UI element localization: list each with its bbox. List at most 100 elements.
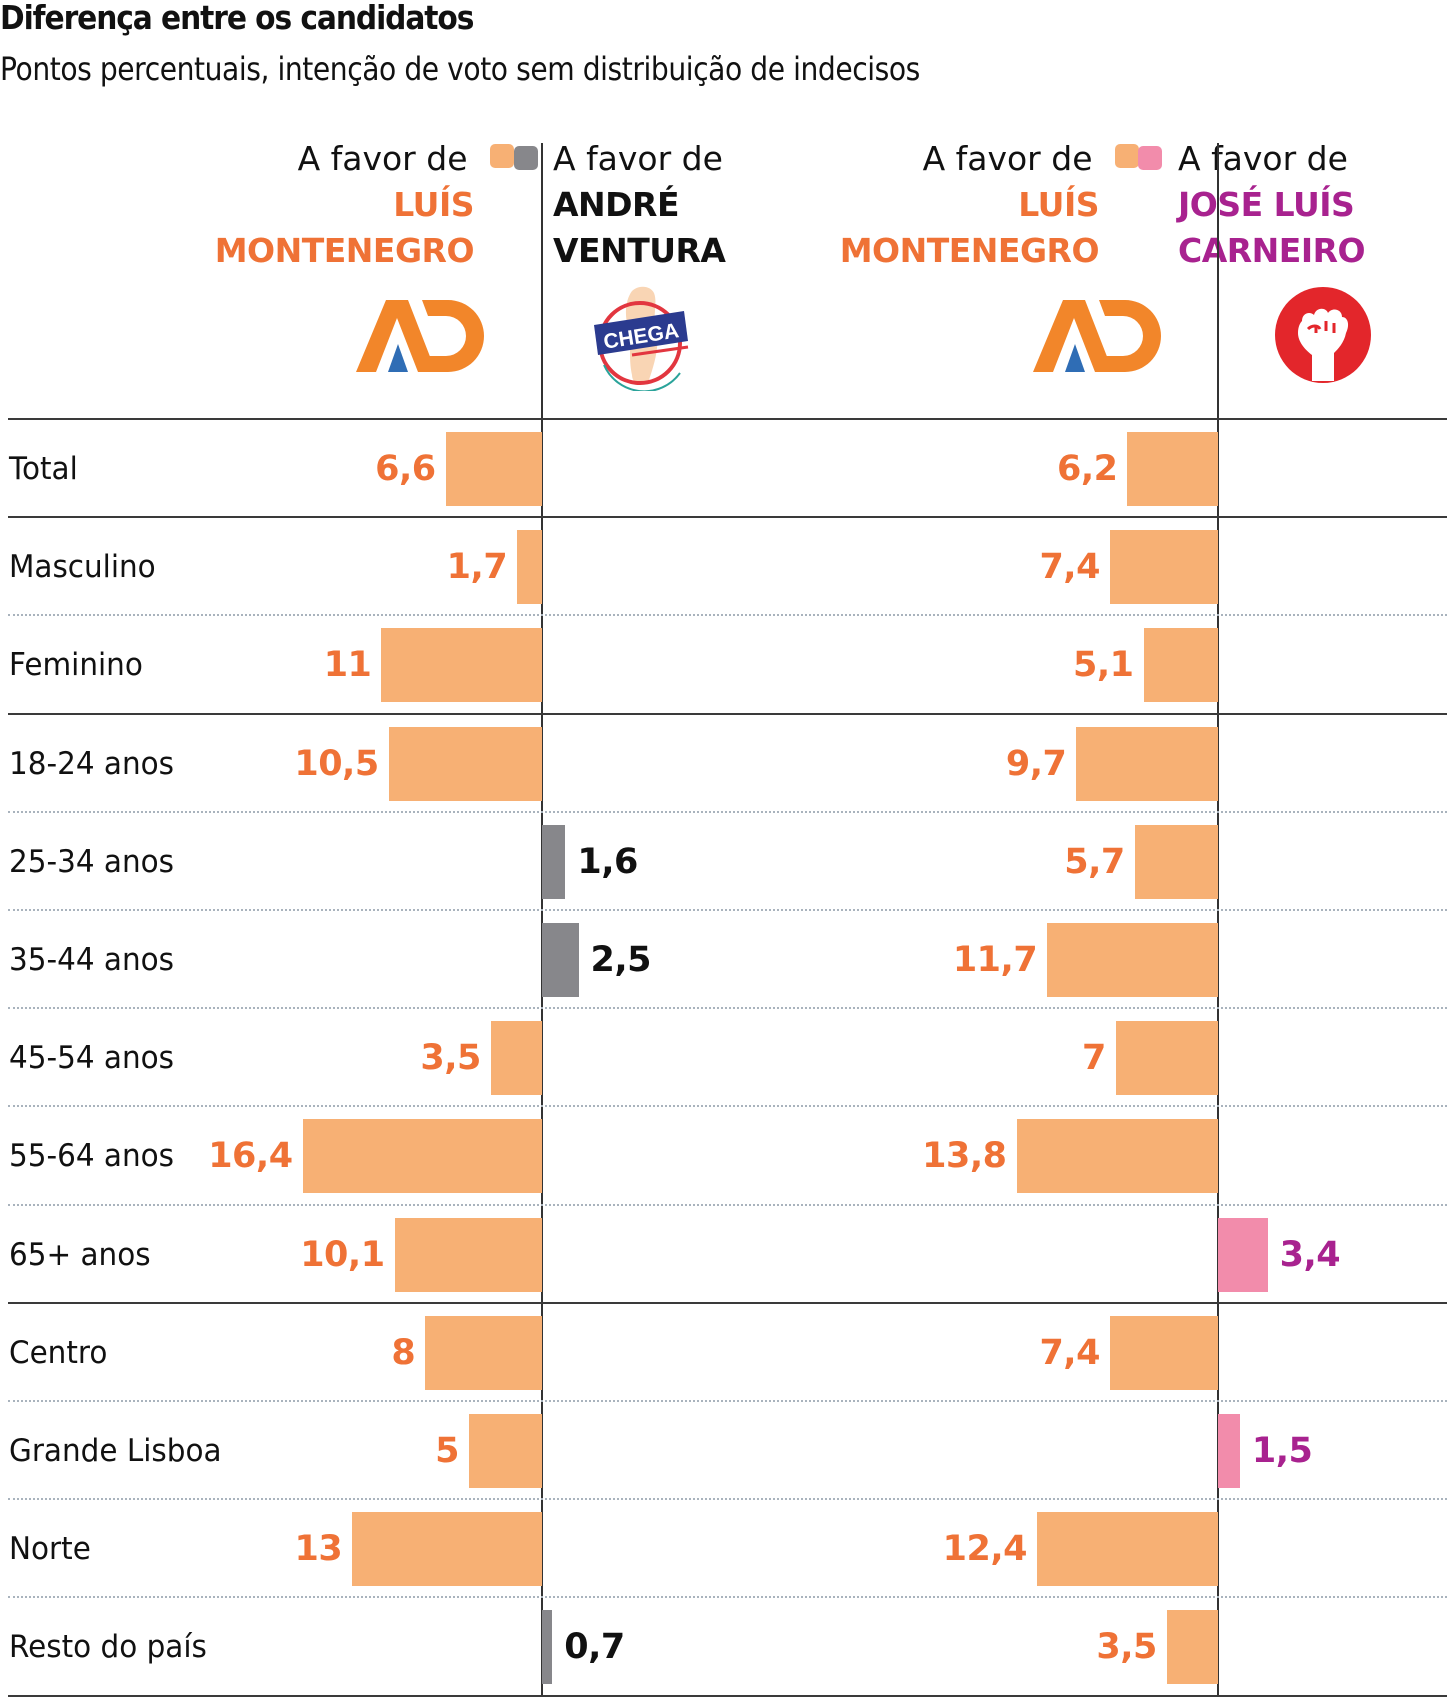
value-label-montenegro: 3,5 [1096,1627,1157,1668]
ad-logo-icon [356,300,484,372]
value-label-montenegro: 11 [323,645,372,686]
value-label-montenegro: 13 [294,1529,343,1570]
row-label: Feminino [9,647,143,684]
value-label-montenegro: 9,7 [1005,743,1067,784]
chart-subtitle: Pontos percentuais, intenção de voto sem… [0,50,920,88]
candidate-last-name: MONTENEGRO [214,231,475,270]
chega-logo-icon: CHEGA [594,286,689,391]
row-divider [8,810,1447,813]
legend-swatch-ventura [514,146,538,170]
row-label: Centro [9,1334,108,1371]
axis-zero-line-panel-1 [541,143,543,1697]
value-label-montenegro: 5 [435,1431,459,1471]
legend-swatch-montenegro [1115,144,1139,168]
legend-swatch-carneiro [1138,146,1162,170]
row-label: Masculino [9,549,156,586]
value-label-montenegro: 16,4 [208,1136,293,1177]
bar-montenegro [352,1512,542,1587]
bar-montenegro [1016,1119,1218,1194]
bar-montenegro [425,1315,542,1390]
value-label-carneiro: 3,4 [1279,1234,1341,1275]
bar-montenegro [1134,824,1218,899]
row-label: Total [9,451,78,487]
candidate-last-name: MONTENEGRO [839,231,1100,270]
value-label-montenegro: 7,4 [1039,547,1100,588]
candidate-first-name: JOSÉ LUÍS [1178,185,1355,224]
row-label: 45-54 anos [9,1040,175,1077]
value-label-montenegro: 11,7 [952,940,1038,980]
bar-montenegro [490,1021,542,1096]
legend-lead: A favor de [922,139,1093,178]
row-label: 25-34 anos [9,843,175,880]
value-label-montenegro: 7 [1081,1038,1106,1079]
bar-carneiro [1218,1217,1268,1292]
legend-carneiro: A favor de JOSÉ LUÍS CARNEIRO [1138,136,1366,274]
ad-logo-icon [1033,300,1161,372]
row-divider [8,1203,1447,1206]
value-label-montenegro: 5,1 [1073,645,1134,686]
candidate-last-name: CARNEIRO [1178,231,1366,270]
value-label-carneiro: 1,5 [1251,1431,1313,1471]
legend-swatch-montenegro [490,144,514,168]
axis-zero-line-panel-2 [1217,143,1219,1697]
section-divider [8,712,1447,715]
row-divider [8,1105,1447,1108]
bar-montenegro [1109,1315,1218,1390]
bar-montenegro [517,530,542,605]
value-label-ventura: 1,6 [577,841,638,882]
value-label-montenegro: 13,8 [922,1136,1007,1177]
legend-lead: A favor de [553,139,723,178]
bar-montenegro [1047,923,1218,997]
bar-montenegro [1166,1610,1218,1685]
legend-montenegro-1: A favor de LUÍS MONTENEGRO [215,136,514,274]
bar-montenegro [469,1414,542,1488]
candidate-first-name: LUÍS [1018,185,1099,224]
value-label-montenegro: 10,1 [300,1234,385,1275]
legend-lead: A favor de [297,139,468,178]
bar-montenegro [381,628,542,703]
row-label: Norte [9,1531,91,1568]
bar-carneiro [1218,1414,1240,1488]
legend-lead: A favor de [1178,139,1348,178]
value-label-montenegro: 6,6 [375,449,436,489]
value-label-montenegro: 5,7 [1064,841,1125,882]
bar-ventura [542,1610,553,1685]
bar-montenegro [1076,726,1218,801]
bar-montenegro [394,1217,542,1292]
row-divider [8,909,1447,911]
bar-montenegro [1115,1021,1218,1096]
bar-ventura [542,824,566,899]
value-label-montenegro: 3,5 [420,1038,481,1079]
row-label: 18-24 anos [9,745,175,782]
row-label: 65+ anos [9,1236,151,1273]
row-label: 35-44 anos [9,942,175,978]
bar-montenegro [1143,628,1218,703]
candidate-first-name: LUÍS [393,185,474,224]
value-label-montenegro: 10,5 [294,743,379,784]
row-divider [8,1596,1447,1599]
bar-ventura [542,923,579,997]
value-label-montenegro: 6,2 [1056,449,1118,489]
bar-montenegro [1127,432,1218,506]
section-divider [8,516,1447,519]
value-label-montenegro: 7,4 [1039,1332,1100,1373]
row-divider [8,614,1447,617]
row-divider [8,1007,1447,1010]
bar-montenegro [445,432,542,506]
section-divider [8,1694,1447,1697]
section-divider [8,418,1447,420]
value-label-ventura: 2,5 [590,940,652,980]
value-label-montenegro: 12,4 [942,1529,1028,1570]
row-label: Resto do país [9,1629,207,1666]
bar-montenegro [1036,1512,1218,1587]
bar-montenegro [302,1119,542,1194]
value-label-montenegro: 8 [391,1332,416,1373]
legend-montenegro-2: A favor de LUÍS MONTENEGRO [840,136,1139,274]
row-divider [8,1400,1447,1402]
bar-montenegro [1109,530,1218,605]
row-label: 55-64 anos [9,1138,175,1175]
value-label-ventura: 0,7 [564,1627,625,1668]
candidate-first-name: ANDRÉ [553,185,680,224]
section-divider [8,1301,1447,1304]
row-label: Grande Lisboa [9,1433,222,1469]
